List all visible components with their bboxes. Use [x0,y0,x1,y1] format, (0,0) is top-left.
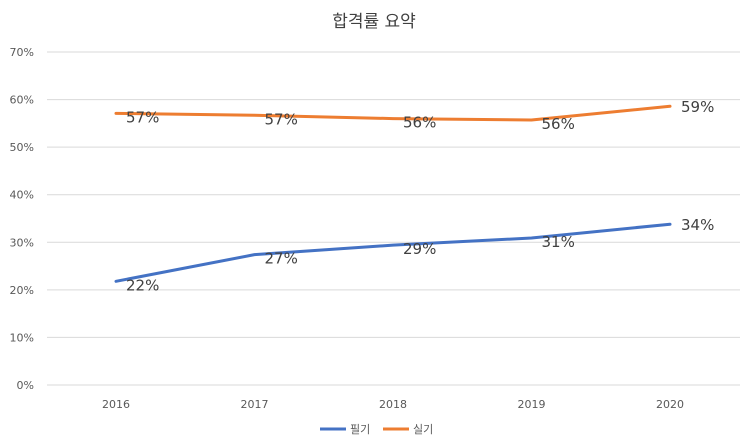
y-tick-label: 10% [10,331,34,344]
data-label: 57% [265,110,298,128]
data-label: 57% [126,108,159,126]
y-tick-label: 40% [10,189,34,202]
series-line-2 [114,104,672,122]
data-label: 56% [403,114,436,132]
legend: 필기 실기 [320,423,433,436]
y-tick-label: 30% [10,236,34,249]
x-tick-label: 2016 [102,398,130,411]
series-line-1 [114,222,672,283]
data-label: 22% [126,276,159,294]
x-tick-label: 2018 [379,398,407,411]
legend-label: 실기 [413,423,433,436]
x-tick-label: 2019 [518,398,546,411]
data-label: 59% [681,98,714,116]
data-label: 31% [542,233,575,251]
data-label: 29% [403,240,436,258]
gridlines [47,51,740,386]
y-tick-label: 0% [17,379,34,392]
data-label: 56% [542,115,575,133]
data-label: 34% [681,216,714,234]
x-tick-label: 2017 [241,398,269,411]
data-label: 27% [265,250,298,268]
series-lines [114,104,672,283]
y-axis-ticks: 0% 10% 20% 30% 40% 50% 60% 70% [10,46,34,392]
y-tick-label: 60% [10,94,34,107]
chart-title: 합격률 요약 [332,12,416,32]
legend-label: 필기 [350,423,370,436]
y-tick-label: 50% [10,141,34,154]
y-tick-label: 70% [10,46,34,59]
x-tick-label: 2020 [656,398,684,411]
x-axis-ticks: 2016 2017 2018 2019 2020 [102,398,684,411]
y-tick-label: 20% [10,284,34,297]
data-labels: 22% 27% 29% 31% 34% 57% 57% 56% 56% 59% [126,98,714,294]
